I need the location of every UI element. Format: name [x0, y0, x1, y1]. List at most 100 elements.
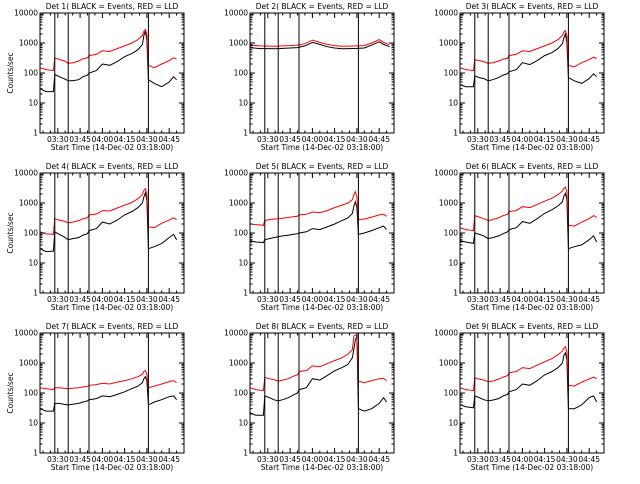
detector-panel-1: 1 10 100 1000 10000 03:30 03:45 04:00 04:15 04:30…	[6, 2, 185, 152]
y-tick-label: 1000	[439, 359, 458, 368]
detector-panel-4: 1 10 100 1000 10000 03:30 03:45 04:00 04:15 04:30…	[6, 162, 185, 312]
lld-series-line	[460, 29, 597, 72]
y-tick-label: 1	[453, 449, 458, 458]
panel-title: Det 7( BLACK = Events, RED = LLD	[46, 322, 179, 331]
lld-series-line	[40, 187, 177, 235]
panel-title: Det 8( BLACK = Events, RED = LLD	[256, 322, 389, 331]
plot-frame	[39, 332, 185, 454]
x-axis-label: Start Time (14-Dec-02 03:18:00)	[51, 143, 173, 152]
x-axis-label: Start Time (14-Dec-02 03:18:00)	[51, 463, 173, 472]
x-axis-label: Start Time (14-Dec-02 03:18:00)	[261, 303, 383, 312]
y-axis-label: Counts/sec	[6, 52, 15, 93]
x-tick-label: 03:45	[69, 295, 91, 304]
x-tick-label: 04:30	[136, 135, 158, 144]
series-group	[250, 190, 387, 244]
y-tick-label: 1000	[229, 199, 248, 208]
y-axis-label: Counts/sec	[6, 212, 15, 253]
y-tick-label: 10	[238, 259, 248, 268]
x-tick-label: 04:30	[556, 295, 578, 304]
events-series-line	[250, 336, 388, 416]
x-tick-label: 03:45	[279, 135, 301, 144]
detector-panel-5: 1 10 100 1000 10000 03:30 03:45 04:00 04:15 04:30…	[224, 162, 395, 312]
y-tick-label: 1	[243, 289, 248, 298]
detector-panel-2: 1 10 100 1000 10000 03:30 03:45 04:00 04:15 04:30…	[224, 2, 395, 152]
detector-panel-7: 1 10 100 1000 10000 03:30 03:45 04:00 04:15 04:30…	[6, 322, 185, 472]
x-tick-label: 04:30	[556, 135, 578, 144]
panel-title: Det 1( BLACK = Events, RED = LLD	[46, 2, 179, 11]
x-tick-label: 04:15	[324, 295, 346, 304]
x-axis-label: Start Time (14-Dec-02 03:18:00)	[261, 463, 383, 472]
x-tick-label: 03:30	[47, 295, 69, 304]
y-tick-label: 1000	[19, 359, 38, 368]
plot-frame	[459, 172, 605, 294]
x-tick-label: 04:15	[114, 295, 136, 304]
panel-title: Det 5( BLACK = Events, RED = LLD	[256, 162, 389, 171]
x-tick-label: 03:30	[47, 455, 69, 464]
plot-frame	[249, 12, 395, 134]
lld-series-line	[460, 345, 597, 392]
detector-panel-9: 1 10 100 1000 10000 03:30 03:45 04:00 04:15 04:30…	[434, 322, 605, 472]
x-tick-label: 04:30	[346, 135, 368, 144]
x-tick-label: 04:00	[302, 295, 324, 304]
events-series-line	[460, 32, 597, 88]
x-tick-label: 04:00	[92, 135, 114, 144]
panel-title: Det 2( BLACK = Events, RED = LLD	[256, 2, 389, 11]
x-tick-label: 04:45	[158, 455, 180, 464]
y-tick-label: 10	[28, 259, 38, 268]
series-group	[40, 28, 177, 93]
x-tick-label: 04:30	[556, 455, 578, 464]
x-tick-label: 04:30	[136, 295, 158, 304]
x-tick-label: 03:45	[69, 455, 91, 464]
x-tick-label: 04:45	[578, 135, 600, 144]
x-axis-label: Start Time (14-Dec-02 03:18:00)	[471, 463, 593, 472]
x-tick-label: 03:45	[489, 455, 511, 464]
x-tick-label: 04:45	[158, 135, 180, 144]
x-tick-label: 03:45	[69, 135, 91, 144]
y-tick-label: 10000	[434, 329, 458, 338]
lld-series-line	[250, 190, 387, 226]
x-axis-label: Start Time (14-Dec-02 03:18:00)	[471, 143, 593, 152]
x-tick-label: 04:15	[534, 455, 556, 464]
panel-title: Det 9( BLACK = Events, RED = LLD	[466, 322, 599, 331]
panel-title: Det 4( BLACK = Events, RED = LLD	[46, 162, 179, 171]
x-tick-label: 04:15	[534, 135, 556, 144]
y-tick-label: 100	[444, 229, 459, 238]
y-tick-label: 1	[453, 289, 458, 298]
x-tick-label: 04:00	[92, 295, 114, 304]
y-tick-label: 1000	[439, 199, 458, 208]
x-tick-label: 03:30	[467, 135, 489, 144]
plot-frame	[249, 332, 395, 454]
panel-title: Det 6( BLACK = Events, RED = LLD	[466, 162, 599, 171]
x-tick-label: 03:45	[279, 295, 301, 304]
x-tick-label: 03:45	[279, 455, 301, 464]
x-tick-label: 04:30	[346, 295, 368, 304]
events-series-line	[40, 190, 178, 253]
series-group	[250, 334, 388, 416]
events-series-line	[40, 375, 177, 412]
x-tick-label: 04:00	[92, 455, 114, 464]
x-tick-label: 04:30	[136, 455, 158, 464]
x-axis-label: Start Time (14-Dec-02 03:18:00)	[51, 303, 173, 312]
x-tick-label: 04:00	[302, 135, 324, 144]
events-series-line	[460, 191, 598, 250]
x-tick-label: 04:00	[512, 455, 534, 464]
x-tick-label: 04:45	[578, 295, 600, 304]
x-tick-label: 03:30	[47, 135, 69, 144]
y-tick-label: 10	[448, 259, 458, 268]
y-tick-label: 1000	[229, 39, 248, 48]
plot-frame	[39, 12, 185, 134]
y-tick-label: 100	[234, 389, 249, 398]
y-tick-label: 10000	[224, 329, 248, 338]
series-group	[460, 29, 597, 88]
y-tick-label: 1	[243, 129, 248, 138]
series-group	[40, 369, 177, 412]
y-tick-label: 10	[448, 419, 458, 428]
series-group	[40, 187, 178, 253]
x-tick-label: 03:45	[489, 135, 511, 144]
x-tick-label: 03:30	[467, 455, 489, 464]
series-group	[460, 345, 598, 410]
x-tick-label: 04:15	[324, 455, 346, 464]
y-tick-label: 10000	[434, 169, 458, 178]
